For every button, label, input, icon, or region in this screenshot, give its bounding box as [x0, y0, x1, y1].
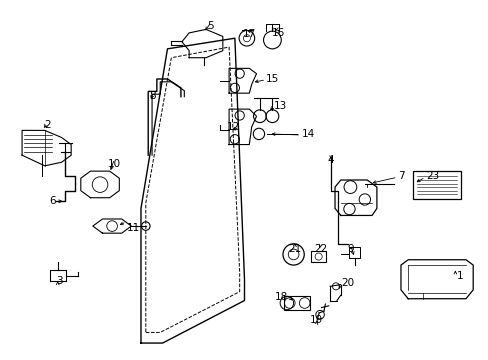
Text: 2: 2 — [44, 120, 50, 130]
Text: 22: 22 — [313, 244, 326, 254]
Text: 3: 3 — [56, 276, 62, 286]
Text: 5: 5 — [207, 21, 214, 31]
Text: 20: 20 — [340, 278, 353, 288]
Text: 15: 15 — [265, 74, 279, 84]
Text: 6: 6 — [49, 196, 56, 206]
Text: 1: 1 — [455, 271, 462, 281]
Text: 17: 17 — [242, 30, 255, 39]
Text: 9: 9 — [346, 244, 353, 254]
Bar — [310, 251, 325, 262]
Bar — [284, 296, 310, 310]
Text: 4: 4 — [327, 155, 334, 165]
Text: 19: 19 — [309, 315, 323, 325]
Text: 21: 21 — [288, 244, 301, 254]
Text: 13: 13 — [273, 100, 286, 111]
Text: 12: 12 — [226, 122, 239, 132]
Bar — [412, 171, 460, 199]
Text: 10: 10 — [108, 159, 121, 169]
Text: 11: 11 — [126, 222, 140, 233]
Text: 8: 8 — [149, 91, 156, 102]
Text: 14: 14 — [302, 129, 315, 139]
Text: 18: 18 — [274, 292, 287, 302]
Text: 23: 23 — [426, 171, 439, 181]
Text: 16: 16 — [271, 28, 284, 37]
Text: 7: 7 — [398, 171, 405, 181]
